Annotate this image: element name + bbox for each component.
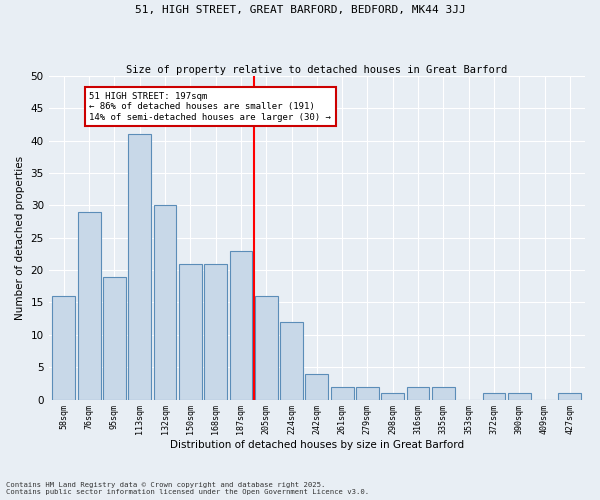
- X-axis label: Distribution of detached houses by size in Great Barford: Distribution of detached houses by size …: [170, 440, 464, 450]
- Bar: [432, 386, 455, 400]
- Y-axis label: Number of detached properties: Number of detached properties: [15, 156, 25, 320]
- Text: Contains HM Land Registry data © Crown copyright and database right 2025.
Contai: Contains HM Land Registry data © Crown c…: [6, 482, 369, 495]
- Bar: [128, 134, 151, 400]
- Text: 51, HIGH STREET, GREAT BARFORD, BEDFORD, MK44 3JJ: 51, HIGH STREET, GREAT BARFORD, BEDFORD,…: [134, 5, 466, 15]
- Bar: [356, 386, 379, 400]
- Bar: [154, 206, 176, 400]
- Bar: [230, 250, 253, 400]
- Bar: [103, 276, 126, 400]
- Bar: [255, 296, 278, 400]
- Bar: [204, 264, 227, 400]
- Bar: [382, 393, 404, 400]
- Text: 51 HIGH STREET: 197sqm
← 86% of detached houses are smaller (191)
14% of semi-de: 51 HIGH STREET: 197sqm ← 86% of detached…: [89, 92, 331, 122]
- Bar: [52, 296, 75, 400]
- Bar: [508, 393, 530, 400]
- Bar: [482, 393, 505, 400]
- Title: Size of property relative to detached houses in Great Barford: Size of property relative to detached ho…: [126, 65, 508, 75]
- Bar: [78, 212, 101, 400]
- Bar: [331, 386, 353, 400]
- Bar: [407, 386, 430, 400]
- Bar: [305, 374, 328, 400]
- Bar: [280, 322, 303, 400]
- Bar: [559, 393, 581, 400]
- Bar: [179, 264, 202, 400]
